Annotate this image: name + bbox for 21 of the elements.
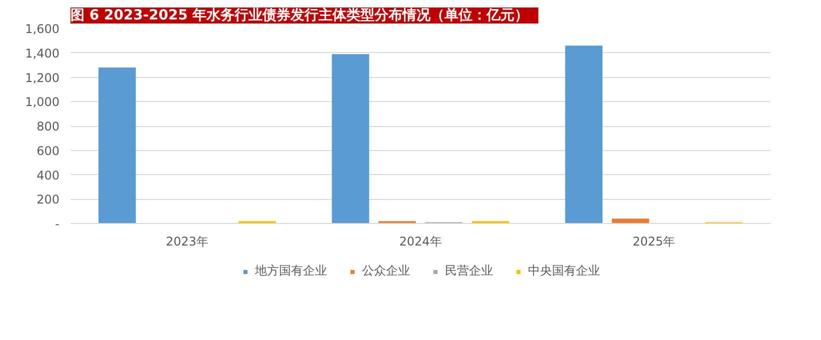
- bar: [565, 46, 602, 224]
- y-tick-label: 400: [36, 168, 60, 182]
- y-tick-label: 1,200: [25, 70, 60, 85]
- y-tick-label: -: [55, 217, 60, 231]
- legend-label: 民营企业: [445, 262, 493, 280]
- bar: [332, 54, 370, 224]
- legend-label: 地方国有企业: [255, 262, 327, 280]
- x-tick-label: 2023年: [166, 234, 208, 248]
- x-tick-label: 2025年: [632, 234, 676, 248]
- legend-label: 公众企业: [362, 262, 410, 280]
- y-tick-label: 1,400: [25, 46, 60, 60]
- x-tick-label: 2024年: [399, 234, 442, 248]
- bar: [98, 68, 136, 224]
- chart-title: 图 6 2023-2025 年水务行业债券发行主体类型分布情况（单位：亿元）: [70, 6, 529, 24]
- y-tick-label: 200: [36, 192, 60, 207]
- y-tick-label: 1,000: [25, 95, 60, 110]
- y-tick-label: 600: [36, 144, 60, 158]
- bar: [612, 218, 650, 224]
- legend-label: 中央国有企业: [528, 262, 600, 280]
- y-tick-label: 800: [36, 120, 60, 134]
- y-tick-label: 1,600: [25, 22, 60, 36]
